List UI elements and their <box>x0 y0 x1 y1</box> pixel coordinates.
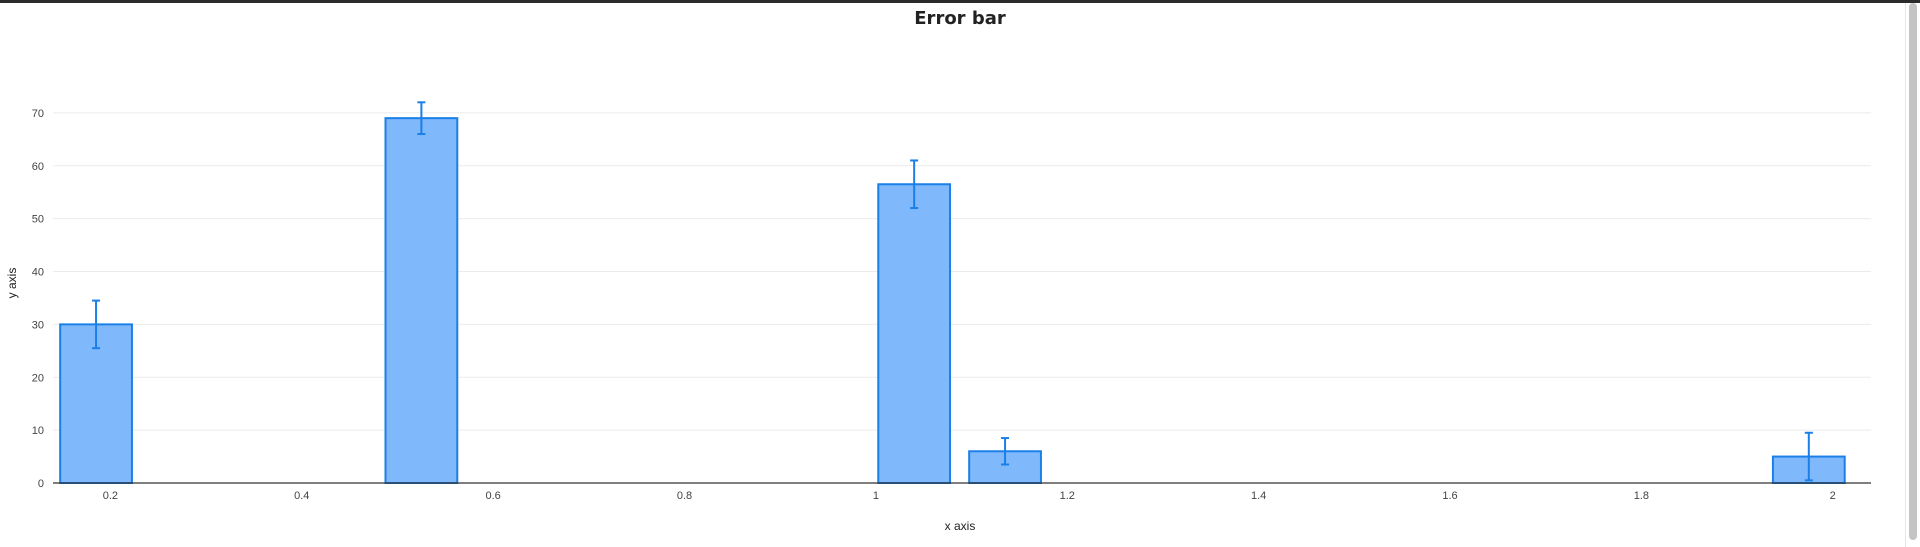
y-tick-label: 70 <box>32 108 44 120</box>
y-tick-labels: 0 10 20 30 40 50 60 70 <box>32 108 44 490</box>
chart-title: Error bar <box>914 8 1006 29</box>
window-top-border <box>0 0 1920 3</box>
error-bar <box>1804 431 1813 482</box>
scrollbar-thumb[interactable] <box>1909 3 1917 540</box>
x-tick-label: 1 <box>873 490 879 502</box>
x-tick-label: 1.6 <box>1442 490 1457 502</box>
bars <box>59 117 1846 484</box>
scrollbar[interactable] <box>1905 3 1920 547</box>
x-axis-label: x axis <box>945 519 976 533</box>
error-bars <box>92 101 1813 482</box>
y-axis-label: y axis <box>5 268 19 299</box>
x-tick-label: 2 <box>1830 490 1836 502</box>
error-bar <box>417 101 426 136</box>
x-tick-labels: 0.2 0.4 0.6 0.8 1 1.2 1.4 1.6 1.8 2 <box>103 490 1836 502</box>
y-tick-label: 10 <box>32 425 44 437</box>
error-bar <box>910 159 919 210</box>
y-tick-label: 50 <box>32 214 44 226</box>
error-bar <box>92 299 101 350</box>
x-tick-label: 1.4 <box>1251 490 1266 502</box>
error-bar <box>1001 437 1010 466</box>
x-tick-label: 0.4 <box>294 490 309 502</box>
y-tick-label: 60 <box>32 161 44 173</box>
x-tick-label: 1.8 <box>1634 490 1649 502</box>
x-tick-label: 0.8 <box>677 490 692 502</box>
x-tick-label: 0.2 <box>103 490 118 502</box>
y-tick-label: 30 <box>32 319 44 331</box>
bar <box>877 183 952 484</box>
bar <box>384 117 459 484</box>
grid-lines <box>53 112 1871 431</box>
y-tick-label: 40 <box>32 267 44 279</box>
x-tick-label: 1.2 <box>1060 490 1075 502</box>
y-tick-label: 20 <box>32 372 44 384</box>
x-tick-label: 0.6 <box>485 490 500 502</box>
y-tick-label: 0 <box>38 478 44 490</box>
